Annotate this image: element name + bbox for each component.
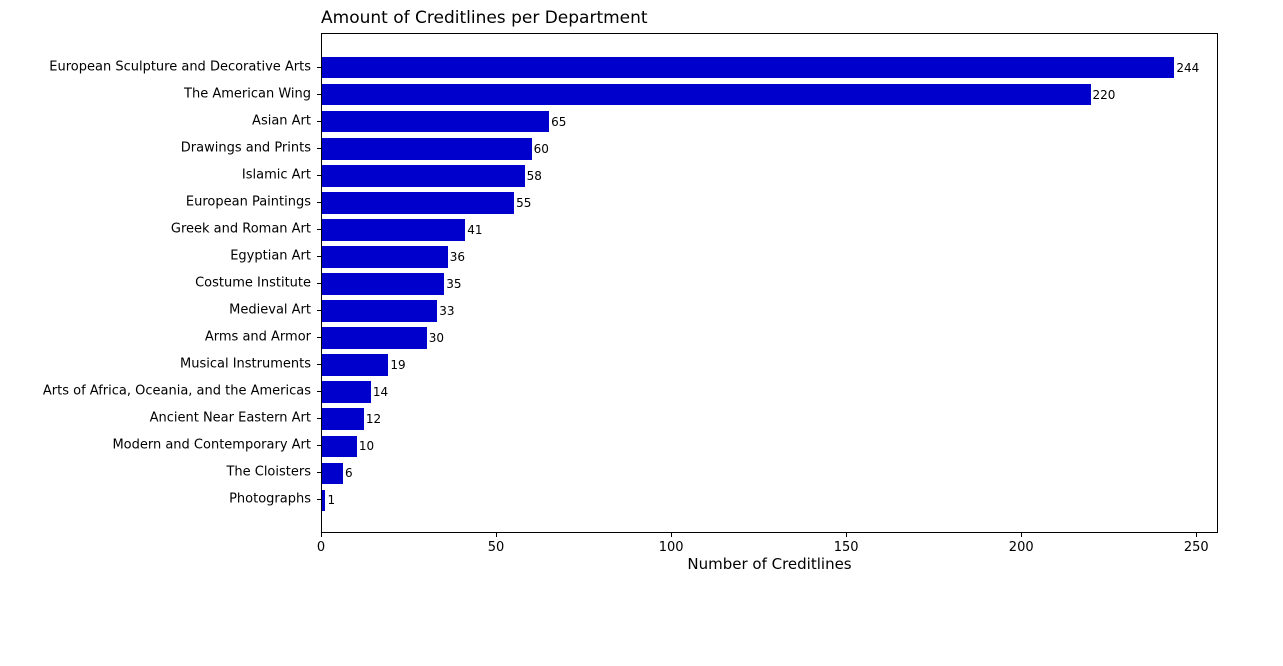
bar-value-label: 36 xyxy=(449,249,466,264)
bar-value-label: 244 xyxy=(1176,60,1200,75)
y-tick-label: Arms and Armor xyxy=(204,329,311,345)
x-tick-mark xyxy=(670,533,672,537)
x-axis: 0 50 100 150 200 250 xyxy=(317,533,1218,563)
y-tick-label: Egyptian Art xyxy=(230,248,311,264)
y-tick-mark xyxy=(317,228,321,230)
y-tick-mark xyxy=(317,120,321,122)
bar xyxy=(322,381,371,404)
y-axis: European Sculpture and Decorative Arts Th… xyxy=(0,33,321,533)
bar-value-label: 35 xyxy=(446,277,462,291)
bar xyxy=(322,489,326,512)
y-tick-mark xyxy=(317,364,321,366)
y-tick-mark xyxy=(317,310,321,312)
y-tick-label: Islamic Art xyxy=(241,167,311,183)
y-tick-mark xyxy=(317,174,321,176)
y-tick-mark xyxy=(317,93,321,95)
bar xyxy=(322,273,445,295)
chart-title: Amount of Creditlines per Department xyxy=(321,8,648,28)
x-tick-label: 50 xyxy=(487,540,505,555)
bar xyxy=(322,192,515,214)
y-tick-mark xyxy=(317,418,321,420)
y-tick-label: Medieval Art xyxy=(229,302,311,318)
y-tick-label: Asian Art xyxy=(252,113,311,129)
bar xyxy=(322,300,438,322)
y-tick-label: The American Wing xyxy=(184,86,311,102)
bar xyxy=(322,462,343,485)
bar-value-label: 12 xyxy=(365,412,382,427)
bar-value-label: 1 xyxy=(327,493,336,508)
bar-value-label: 10 xyxy=(358,439,375,454)
bar-value-label: 60 xyxy=(533,141,549,156)
bar xyxy=(322,110,550,133)
y-tick-mark xyxy=(317,499,321,501)
y-tick-mark xyxy=(317,445,321,447)
y-tick-label: Modern and Contemporary Art xyxy=(112,437,311,453)
y-tick-mark xyxy=(317,472,321,474)
y-tick-mark xyxy=(317,391,321,393)
y-tick-label: Drawings and Prints xyxy=(180,140,311,156)
bar-value-label: 220 xyxy=(1092,87,1116,102)
x-tick-mark xyxy=(1195,533,1197,537)
y-tick-mark xyxy=(317,337,321,339)
bar xyxy=(322,435,357,458)
x-tick-label: 200 xyxy=(1008,540,1034,555)
y-tick-label: Photographs xyxy=(229,491,311,507)
bar xyxy=(322,327,427,349)
bar-value-label: 6 xyxy=(344,466,353,481)
bar-value-label: 19 xyxy=(390,358,406,373)
y-tick-mark xyxy=(317,66,321,68)
bar xyxy=(322,408,364,431)
bar-value-label: 58 xyxy=(526,168,542,183)
y-tick-mark xyxy=(317,147,321,149)
y-tick-label: Musical Instruments xyxy=(180,356,311,372)
bar xyxy=(322,56,1175,79)
bar-value-label: 33 xyxy=(439,304,455,319)
x-tick-label: 150 xyxy=(833,540,859,555)
x-tick-mark xyxy=(320,533,322,537)
y-tick-mark xyxy=(317,255,321,257)
x-tick-label: 250 xyxy=(1183,540,1209,555)
bar-value-label: 55 xyxy=(516,195,532,210)
bar xyxy=(322,354,389,376)
y-tick-label: Costume Institute xyxy=(195,275,311,291)
x-axis-title: Number of Creditlines xyxy=(687,555,852,573)
y-tick-mark xyxy=(317,283,321,284)
x-tick-label: 0 xyxy=(316,540,326,555)
x-tick-label: 100 xyxy=(658,540,684,555)
bar xyxy=(322,246,448,268)
bar xyxy=(322,219,466,241)
x-tick-mark xyxy=(1020,533,1022,537)
y-tick-mark xyxy=(317,201,321,203)
y-tick-label: Greek and Roman Art xyxy=(170,221,311,237)
x-tick-mark xyxy=(845,533,847,537)
bar xyxy=(322,137,532,160)
bar-value-label: 65 xyxy=(551,114,567,129)
y-tick-label: Arts of Africa, Oceania, and the America… xyxy=(42,383,311,399)
bar-value-label: 30 xyxy=(428,331,445,346)
bar xyxy=(322,164,525,187)
y-tick-label: The Cloisters xyxy=(226,464,311,480)
y-tick-label: Ancient Near Eastern Art xyxy=(149,410,311,426)
bar-value-label: 14 xyxy=(372,385,389,400)
y-tick-label: European Paintings xyxy=(185,194,311,210)
y-tick-label: European Sculpture and Decorative Arts xyxy=(49,59,311,75)
x-tick-mark xyxy=(495,533,497,537)
bar xyxy=(322,83,1091,106)
plot-area: 244 220 65 60 58 55 41 36 35 33 30 19 14 12 10 6 1 xyxy=(321,33,1218,533)
bar-value-label: 41 xyxy=(467,222,483,237)
